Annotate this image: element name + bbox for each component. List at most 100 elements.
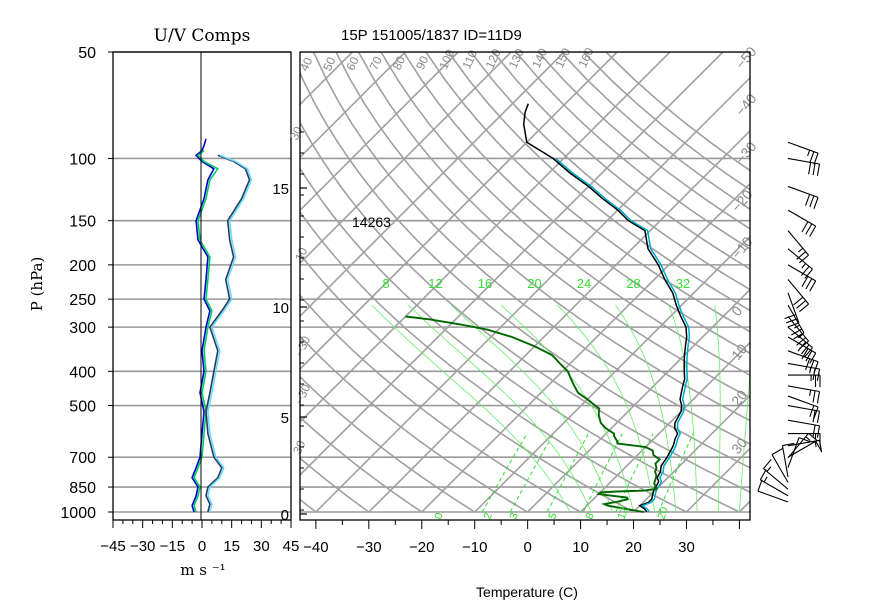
dry-adiabat-line (300, 457, 370, 513)
saturated-adiabat-line (557, 304, 656, 513)
isotherm-line (315, 76, 750, 513)
pressure-tick-label: 1000 (60, 505, 96, 522)
dry-adiabat-label: 50 (320, 55, 338, 73)
mixing-ratio-line (509, 433, 554, 513)
dry-adiabat-label: 120 (483, 47, 504, 71)
dry-adiabat-line (300, 252, 634, 513)
wind-barb (787, 405, 821, 424)
mixing-ratio-label: 2 (482, 511, 495, 521)
uv-y-axis-label: P (hPa) (28, 257, 46, 312)
isotherm-line (300, 52, 565, 318)
wind-barb (787, 230, 809, 264)
uv-series-line (207, 154, 253, 513)
mixing-ratio-label: 20 (656, 505, 671, 521)
isotherm-line (632, 394, 750, 513)
wind-barb (787, 209, 817, 237)
dry-adiabat-label: 110 (459, 48, 480, 72)
dry-adiabat-line (447, 52, 750, 312)
uv-title: U/V Comps (154, 26, 251, 46)
dry-adiabat-line (357, 52, 750, 399)
dry-adiabat-line (300, 294, 581, 513)
dry-adiabat-label: 140 (529, 46, 550, 70)
mixing-ratio-line (546, 433, 589, 513)
pressure-tick-label: 150 (69, 214, 96, 231)
wind-barb (787, 141, 819, 165)
dry-adiabat-label: 90 (413, 53, 431, 71)
wind-barb (787, 248, 813, 279)
uv-series-line (191, 138, 215, 513)
wind-barb (787, 350, 819, 374)
saturated-adiabat-line (739, 366, 750, 513)
pressure-tick-label: 850 (69, 480, 96, 497)
saturated-adiabat-label: 24 (577, 276, 591, 291)
skewt-x-tick-label: −40 (303, 539, 328, 556)
uv-series-group (191, 138, 253, 513)
isotherm-label: −50 (732, 43, 760, 72)
uv-x-tick-label: −30 (130, 538, 155, 555)
mixing-ratio-line (582, 433, 623, 513)
uv-x-axis-label: m s ⁻¹ (180, 561, 225, 579)
saturated-adiabat-label: 12 (428, 276, 442, 291)
wind-barb (757, 479, 789, 503)
dry-adiabat-label: 40 (297, 55, 315, 73)
isotherm-label: 0 (728, 303, 745, 319)
dry-adiabat-label: 80 (390, 54, 408, 72)
dry-adiabat-line (380, 52, 750, 377)
pressure-tick-label: 300 (69, 320, 96, 337)
dry-adiabat-line (425, 52, 750, 333)
skewt-x-tick-label: −20 (409, 539, 434, 556)
mixing-ratio-label: 3 (508, 511, 521, 521)
pressure-ticks: 50 100 150 200 250 300 400 500 700 850 1000 (60, 45, 113, 522)
skewt-x-tick-label: 10 (572, 539, 589, 556)
dry-adiabat-label: 150 (552, 46, 573, 70)
wind-barb (787, 264, 817, 292)
height-km-ticks: 0 5 10 15 (272, 131, 307, 524)
skewt-series-line (405, 315, 662, 513)
wind-barbs (757, 141, 823, 503)
pressure-tick-label: 500 (69, 399, 96, 416)
isotherm-label: −40 (732, 90, 760, 119)
wind-barb (788, 433, 821, 446)
saturated-adiabat-line (615, 304, 677, 513)
uv-x-tick-label: 30 (253, 538, 270, 555)
wind-barb (763, 459, 789, 490)
wind-barb (787, 395, 819, 419)
mixing-ratio-label: 0 (433, 511, 446, 521)
dry-adiabat-line (300, 498, 317, 513)
wind-barb (787, 437, 811, 468)
skewt-x-tick-label: 0 (523, 539, 531, 556)
mixing-ratio-line (481, 433, 528, 513)
dry-adiabat-line (300, 120, 750, 493)
skewt-x-axis-label: Temperature (C) (476, 584, 578, 600)
left-edge-grid-label: 30 (290, 438, 308, 456)
left-edge-grid-label: 30 (287, 124, 305, 142)
height-km-tick-label: 10 (272, 300, 289, 317)
dry-adiabat-line (300, 210, 687, 513)
wind-barb (787, 279, 809, 313)
saturated-adiabat-label: 20 (527, 276, 541, 291)
wind-barb (787, 419, 821, 438)
skewt-x-tick-label: 20 (625, 539, 642, 556)
uv-x-tick-label: −15 (160, 538, 185, 555)
uv-panel: U/V Comps P (hPa) m s ⁻¹ −45 −30 −15 0 15 30 4… (28, 26, 299, 579)
dry-adiabat-label: 130 (506, 46, 527, 70)
mixing-ratio-line (658, 433, 694, 513)
isotherm-line (300, 52, 671, 424)
dry-adiabat-line (300, 375, 476, 513)
dry-adiabat-label: 60 (343, 54, 361, 72)
uv-x-ticks: −45 −30 −15 0 15 30 45 (100, 520, 299, 555)
saturated-adiabat-label: 16 (478, 276, 492, 291)
saturated-adiabat-line (714, 305, 721, 513)
wind-barb (781, 442, 795, 478)
dry-adiabat-label: 100 (436, 47, 457, 71)
skewt-x-tick-label: 30 (678, 539, 695, 556)
uv-series-line (205, 154, 251, 513)
skewt-x-tick-label: −10 (462, 539, 487, 556)
isotherm-label: 10 (728, 341, 750, 363)
wind-barb (787, 385, 821, 404)
left-edge-grid-label: 10 (292, 245, 310, 263)
isotherm-line (421, 182, 750, 513)
dry-adiabat-line (300, 70, 750, 469)
skewt-grid (300, 52, 750, 513)
isotherm-line (474, 235, 750, 513)
